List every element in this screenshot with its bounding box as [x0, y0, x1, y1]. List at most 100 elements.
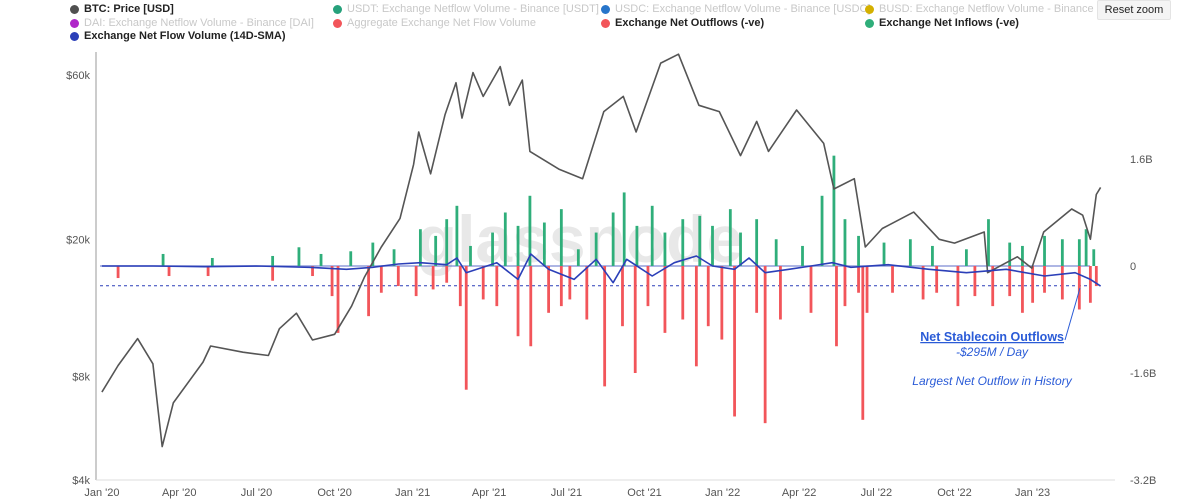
- outflow-bar: [458, 266, 462, 307]
- inflow-bar: [728, 209, 732, 266]
- y-right-tick-label: 1.6B: [1130, 154, 1153, 166]
- outflow-bar: [991, 266, 995, 307]
- x-tick-label: Apr '20: [162, 487, 197, 499]
- inflow-bar: [161, 253, 165, 266]
- legend-marker: [70, 4, 79, 14]
- outflow-bar: [755, 266, 759, 313]
- y-right-tick-label: -3.2B: [1130, 475, 1156, 487]
- annotation-note: Largest Net Outflow in History: [912, 374, 1072, 388]
- outflow-bar: [633, 266, 637, 373]
- legend-item-usdc-netflow[interactable]: USDC: Exchange Netflow Volume - Binance …: [601, 3, 871, 15]
- outflow-bar: [956, 266, 960, 307]
- inflow-bar: [774, 239, 778, 266]
- x-tick-label: Jan '23: [1015, 487, 1050, 499]
- outflow-bar: [559, 266, 563, 307]
- inflow-bar: [1008, 242, 1012, 266]
- outflow-bar: [547, 266, 551, 313]
- outflow-bar: [1043, 266, 1046, 293]
- legend-marker: [601, 4, 610, 14]
- outflow-bar: [835, 266, 838, 347]
- outflow-bar: [973, 266, 977, 297]
- watermark: glassnode: [417, 202, 743, 276]
- outflow-bar: [763, 266, 767, 424]
- inflow-bar: [635, 225, 639, 266]
- y-left-tick-label: $4k: [72, 475, 90, 487]
- outflow-bar: [733, 266, 736, 417]
- outflow-bar: [445, 266, 449, 283]
- inflow-bar: [1077, 239, 1081, 266]
- outflow-bar: [414, 266, 418, 297]
- legend-item-aggregate-netflow[interactable]: Aggregate Exchange Net Flow Volume: [333, 17, 536, 29]
- outflow-bar: [379, 266, 383, 293]
- annotation-value: -$295M / Day: [956, 345, 1029, 359]
- legend-item-net-inflows[interactable]: Exchange Net Inflows (-ve): [865, 17, 1019, 29]
- outflow-bar: [1094, 266, 1098, 287]
- legend-item-net-outflows[interactable]: Exchange Net Outflows (-ve): [601, 17, 764, 29]
- legend-item-btc-price[interactable]: BTC: Price [USD]: [70, 3, 174, 15]
- annotation-title: Net Stablecoin Outflows: [920, 330, 1064, 344]
- legend-marker: [333, 18, 342, 28]
- inflow-bar: [542, 222, 546, 266]
- netflow-sma-line: [101, 253, 1102, 287]
- outflow-bar: [585, 266, 589, 320]
- inflow-bar: [832, 155, 836, 266]
- inflow-bar: [820, 195, 824, 266]
- outflow-bar: [646, 266, 650, 307]
- outflow-bar: [681, 266, 685, 320]
- x-tick-label: Jan '20: [84, 487, 119, 499]
- inflow-bar: [698, 215, 702, 266]
- outflow-bar: [1008, 266, 1012, 297]
- legend-item-dai-netflow[interactable]: DAI: Exchange Netflow Volume - Binance […: [70, 17, 314, 29]
- legend-marker: [865, 4, 874, 14]
- inflow-bar: [576, 249, 580, 266]
- x-tick-label: Jan '22: [705, 487, 740, 499]
- inflow-bar: [650, 205, 654, 266]
- legend-marker: [70, 31, 79, 41]
- legend-marker: [70, 18, 79, 28]
- outflow-bar: [271, 266, 275, 281]
- outflow-bar: [116, 266, 120, 279]
- inflow-bar: [931, 245, 934, 266]
- outflow-bar: [167, 266, 171, 277]
- inflow-bar: [297, 247, 301, 266]
- inflow-bar: [622, 192, 626, 266]
- outflow-bar: [935, 266, 939, 293]
- legend-item-busd-netflow[interactable]: BUSD: Exchange Netflow Volume - Binance …: [865, 3, 1133, 15]
- outflow-bar: [865, 266, 869, 313]
- legend-item-usdt-netflow[interactable]: USDT: Exchange Netflow Volume - Binance …: [333, 3, 599, 15]
- legend-marker: [333, 4, 342, 14]
- x-tick-label: Jan '21: [395, 487, 430, 499]
- inflow-bar: [528, 195, 532, 266]
- outflow-bar: [694, 266, 698, 367]
- inflow-bar: [445, 219, 449, 266]
- inflow-bar: [611, 212, 615, 266]
- inflow-bar: [801, 245, 804, 266]
- y-left-tick-label: $20k: [66, 234, 90, 246]
- inflow-bar: [434, 235, 438, 266]
- outflow-bar: [431, 266, 435, 290]
- outflow-bar: [921, 266, 925, 300]
- x-tick-label: Apr '22: [782, 487, 817, 499]
- outflow-bar: [1021, 266, 1024, 313]
- outflow-bar: [1077, 266, 1081, 310]
- x-tick-label: Oct '21: [627, 487, 662, 499]
- x-tick-label: Oct '22: [937, 487, 972, 499]
- y-left-tick-label: $8k: [72, 371, 90, 383]
- outflow-bar: [1031, 266, 1035, 303]
- x-tick-label: Jul '22: [861, 487, 892, 499]
- reset-zoom-button[interactable]: Reset zoom: [1097, 0, 1171, 20]
- inflow-bar: [418, 229, 422, 266]
- inflow-bar: [964, 249, 968, 266]
- annotation-leader-line: [1064, 287, 1081, 341]
- outflow-bar: [809, 266, 813, 313]
- outflow-bar: [396, 266, 400, 287]
- inflow-bar: [843, 219, 847, 266]
- x-tick-label: Apr '21: [472, 487, 507, 499]
- chart-legend: BTC: Price [USD] USDT: Exchange Netflow …: [0, 0, 1133, 42]
- inflow-bar: [349, 251, 353, 266]
- legend-item-netflow-sma[interactable]: Exchange Net Flow Volume (14D-SMA): [70, 30, 286, 42]
- inflow-bar: [1021, 245, 1024, 266]
- outflow-bar: [481, 266, 485, 300]
- outflow-bar: [891, 266, 894, 293]
